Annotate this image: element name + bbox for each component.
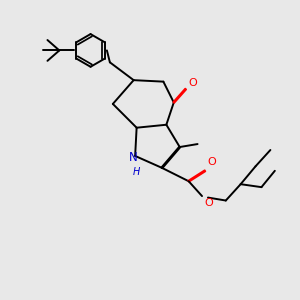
Text: O: O — [188, 78, 197, 88]
Text: O: O — [207, 157, 216, 167]
Text: H: H — [133, 167, 140, 177]
Text: N: N — [129, 151, 138, 164]
Text: O: O — [204, 198, 213, 208]
